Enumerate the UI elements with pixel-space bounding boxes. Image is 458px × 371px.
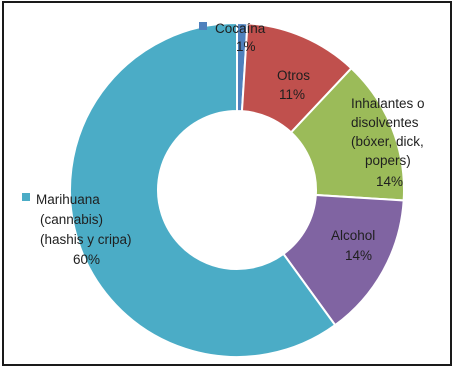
legend-marker-cocaina [199, 22, 207, 30]
label-marihuana-3: (hashis y cripa) [40, 232, 132, 247]
label-inhalantes-pct: 14% [376, 174, 403, 189]
label-inhalantes-2: disolventes [351, 115, 419, 130]
legend-marker-inhalantes [341, 100, 347, 106]
label-cocaina-pct: 1% [236, 39, 256, 54]
donut-slices [69, 21, 405, 358]
legend-marker-marihuana [22, 193, 30, 201]
donut-slice-4 [69, 21, 337, 358]
label-otros-pct: 11% [279, 87, 305, 102]
label-otros: Otros [277, 68, 310, 83]
label-alcohol-pct: 14% [345, 248, 372, 263]
label-inhalantes-4: popers) [365, 153, 411, 168]
label-cocaina: Cocaína [215, 21, 266, 36]
label-marihuana-1: Marihuana [36, 192, 100, 207]
label-inhalantes-1: Inhalantes o [351, 96, 425, 111]
label-inhalantes-3: (bóxer, dick, [351, 134, 424, 149]
label-alcohol: Alcohol [331, 228, 375, 243]
label-marihuana-2: (cannabis) [40, 212, 103, 227]
label-marihuana-pct: 60% [73, 252, 100, 267]
